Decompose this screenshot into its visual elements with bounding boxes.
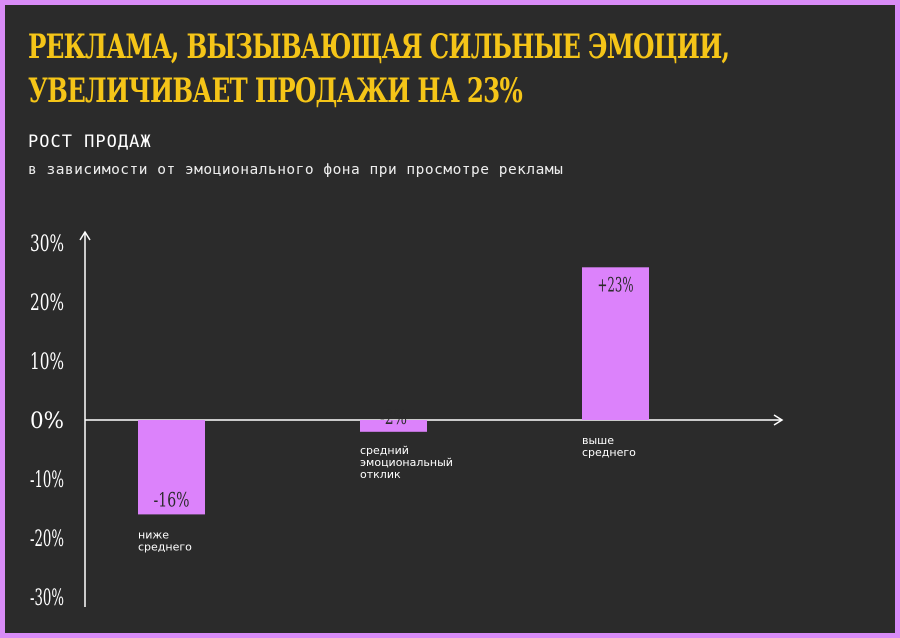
chart-frame — [5, 5, 895, 633]
category-label: средний — [360, 444, 409, 457]
category-label: выше — [582, 434, 614, 447]
y-tick-label: 30% — [30, 232, 64, 257]
bar-value-label: -2% — [380, 405, 407, 429]
y-tick-label: 0% — [30, 409, 64, 434]
bar — [360, 420, 427, 432]
category-label: отклик — [360, 468, 401, 481]
y-tick-label: 10% — [30, 350, 64, 375]
chart-description: в зависимости от эмоционального фона при… — [28, 162, 564, 178]
y-tick-label: -20% — [30, 527, 64, 552]
bar-value-label: +23% — [598, 272, 634, 296]
bar — [582, 267, 649, 420]
y-tick-label: 20% — [30, 291, 64, 316]
category-label: среднего — [582, 446, 636, 459]
y-axis-arrow-icon — [79, 230, 91, 241]
bar-value-label: -16% — [154, 487, 190, 511]
headline-line-1: РЕКЛАМА, ВЫЗЫВАЮЩАЯ СИЛЬНЫЕ ЭМОЦИИ, — [28, 27, 730, 67]
category-label: ниже — [138, 528, 169, 541]
y-tick-label: -10% — [30, 468, 64, 493]
bar — [138, 420, 205, 515]
chart-subtitle: РОСТ ПРОДАЖ — [28, 132, 152, 152]
x-axis-arrow-icon — [773, 414, 784, 426]
category-label: среднего — [138, 540, 192, 553]
headline-line-2: УВЕЛИЧИВАЕТ ПРОДАЖИ НА 23% — [28, 71, 523, 111]
y-tick-label: -30% — [30, 586, 64, 611]
category-label: эмоциональный — [360, 456, 453, 469]
